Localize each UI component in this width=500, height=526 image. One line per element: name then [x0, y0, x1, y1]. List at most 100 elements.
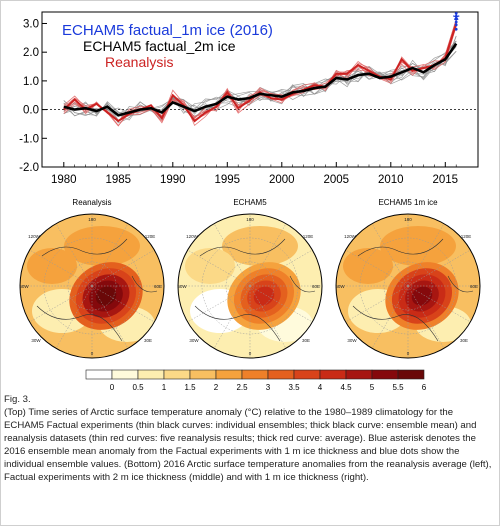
- y-tick-label: 1.0: [23, 76, 39, 88]
- x-tick-label: 1980: [51, 174, 77, 186]
- meridian-line: [91, 285, 129, 349]
- x-tick-label: 2005: [324, 174, 350, 186]
- ensemble-line: [63, 40, 457, 124]
- y-tick-label: 0.0: [23, 105, 39, 117]
- map-coordinate-label: 180: [404, 217, 412, 222]
- ensemble-dot: [454, 20, 458, 24]
- figure-label: Fig. 3.: [4, 394, 31, 405]
- temperature-field: [178, 214, 322, 358]
- colorbar-tick-label: 3: [266, 383, 271, 392]
- colorbar-swatch: [319, 369, 347, 380]
- y-tick-label: -2.0: [19, 162, 39, 174]
- meridian-line: [249, 285, 313, 323]
- map-coordinate-label: 30W: [31, 338, 41, 343]
- ensemble-mean-line: [63, 42, 458, 117]
- x-tick-label: 2010: [378, 174, 404, 186]
- coastline: [36, 238, 158, 342]
- colorbar-tick-label: 5.5: [392, 383, 404, 392]
- ensemble-dot: [454, 23, 458, 27]
- colorbar-swatch: [137, 369, 165, 380]
- map-panel-reanalysis: Reanalysis 180 120W 120E 60W 60E 30W 30E 0: [12, 198, 172, 370]
- map-coordinate-label: 30E: [302, 338, 310, 343]
- map-coordinate-label: 180: [246, 217, 254, 222]
- map-coordinate-label: 180: [88, 217, 96, 222]
- map-coordinate-label: 0: [249, 351, 252, 356]
- field-patch: [185, 248, 235, 284]
- map-coordinate-label: 30W: [189, 338, 199, 343]
- map-border: [19, 213, 165, 359]
- map-coordinate-label: 120W: [344, 234, 357, 239]
- legend-entry: ECHAM5 factual_2m ice: [83, 38, 236, 54]
- meridian-line: [213, 285, 251, 349]
- x-tick-label: 2000: [269, 174, 295, 186]
- reanalysis-member-line: [63, 19, 457, 122]
- map-panel-echam5-1m-ice: ECHAM5 1m ice 180 120W 120E 60W 60E 30W 30E 0: [328, 198, 488, 370]
- colorbar-swatch: [371, 369, 399, 380]
- meridian-line: [91, 285, 155, 323]
- colorbar-tick-label: 1: [162, 383, 167, 392]
- colorbar-tick-label: 4: [318, 383, 323, 392]
- colorbar-tick-label: 5: [370, 383, 375, 392]
- y-tick-label: 3.0: [23, 18, 39, 30]
- colorbar-swatch: [189, 369, 217, 380]
- colorbar-swatch: [293, 369, 321, 380]
- map-coordinate-label: 60W: [177, 284, 187, 289]
- colorbar-tick-label: 0.5: [132, 383, 144, 392]
- field-patch: [343, 248, 393, 284]
- colorbar-swatch: [85, 369, 113, 380]
- legend-entry: ECHAM5 factual_1m ice (2016): [62, 22, 273, 39]
- coastline: [352, 238, 474, 342]
- colorbar-swatch: [241, 369, 269, 380]
- map-coordinate-label: 120W: [28, 234, 41, 239]
- timeseries-chart: * 1980 1985 1990 1995 2000 2005 2010 2015 3.0 2.0…: [19, 11, 479, 186]
- ensemble-dot: [454, 17, 458, 21]
- map-coordinate-label: 60E: [470, 284, 478, 289]
- colorbar: 0 0.5 1 1.5 2 2.5 3 3.5 4 4.5 5 5.5 6: [85, 369, 427, 392]
- asterisk-marker: *: [453, 11, 460, 31]
- meridian-line: [91, 249, 155, 287]
- y-tick-label: 2.0: [23, 47, 39, 59]
- colorbar-tick-label: 2: [214, 383, 219, 392]
- colorbar-tick-label: 6: [422, 383, 427, 392]
- temperature-field: [20, 214, 164, 358]
- ensemble-dot: [454, 27, 458, 31]
- meridian-line: [407, 285, 471, 323]
- map-title: ECHAM5: [233, 198, 267, 207]
- map-coordinate-label: 60E: [154, 284, 162, 289]
- map-coordinate-label: 120W: [186, 234, 199, 239]
- map-coordinate-label: 0: [407, 351, 410, 356]
- colorbar-swatch: [163, 369, 191, 380]
- coastline: [194, 238, 316, 342]
- y-tick-label: -1.0: [19, 133, 39, 145]
- temperature-field: [336, 214, 480, 358]
- ensemble-dot: [454, 14, 458, 18]
- map-coordinate-label: 30E: [460, 338, 468, 343]
- meridian-line: [29, 285, 93, 323]
- meridian-line: [249, 285, 287, 349]
- meridian-line: [407, 285, 445, 349]
- field-patch: [27, 248, 77, 284]
- x-tick-label: 1990: [160, 174, 186, 186]
- x-tick-label: 1985: [106, 174, 132, 186]
- colorbar-swatch: [267, 369, 295, 380]
- map-coordinate-label: 0: [91, 351, 94, 356]
- map-coordinate-label: 60W: [335, 284, 345, 289]
- meridian-line: [249, 249, 313, 287]
- map-coordinate-label: 30W: [347, 338, 357, 343]
- colorbar-swatch: [345, 369, 373, 380]
- map-border: [177, 213, 323, 359]
- legend-entry: Reanalysis: [105, 54, 173, 70]
- map-panel-echam5: ECHAM5 180 120W 120E 60W 60E 30W 30E 0: [170, 198, 330, 370]
- colorbar-tick-label: 3.5: [288, 383, 300, 392]
- reanalysis-member-line: [63, 26, 457, 127]
- map-coordinate-label: 30E: [144, 338, 152, 343]
- map-coordinate-label: 60W: [19, 284, 29, 289]
- caption-text: (Top) Time series of Arctic surface temp…: [4, 407, 492, 483]
- meridian-line: [371, 285, 409, 349]
- map-coordinate-label: 120E: [303, 234, 314, 239]
- map-coordinate-label: 120E: [145, 234, 156, 239]
- colorbar-tick-label: 0: [110, 383, 115, 392]
- map-title: Reanalysis: [72, 198, 112, 207]
- colorbar-swatch: [111, 369, 139, 380]
- colorbar-swatch: [215, 369, 243, 380]
